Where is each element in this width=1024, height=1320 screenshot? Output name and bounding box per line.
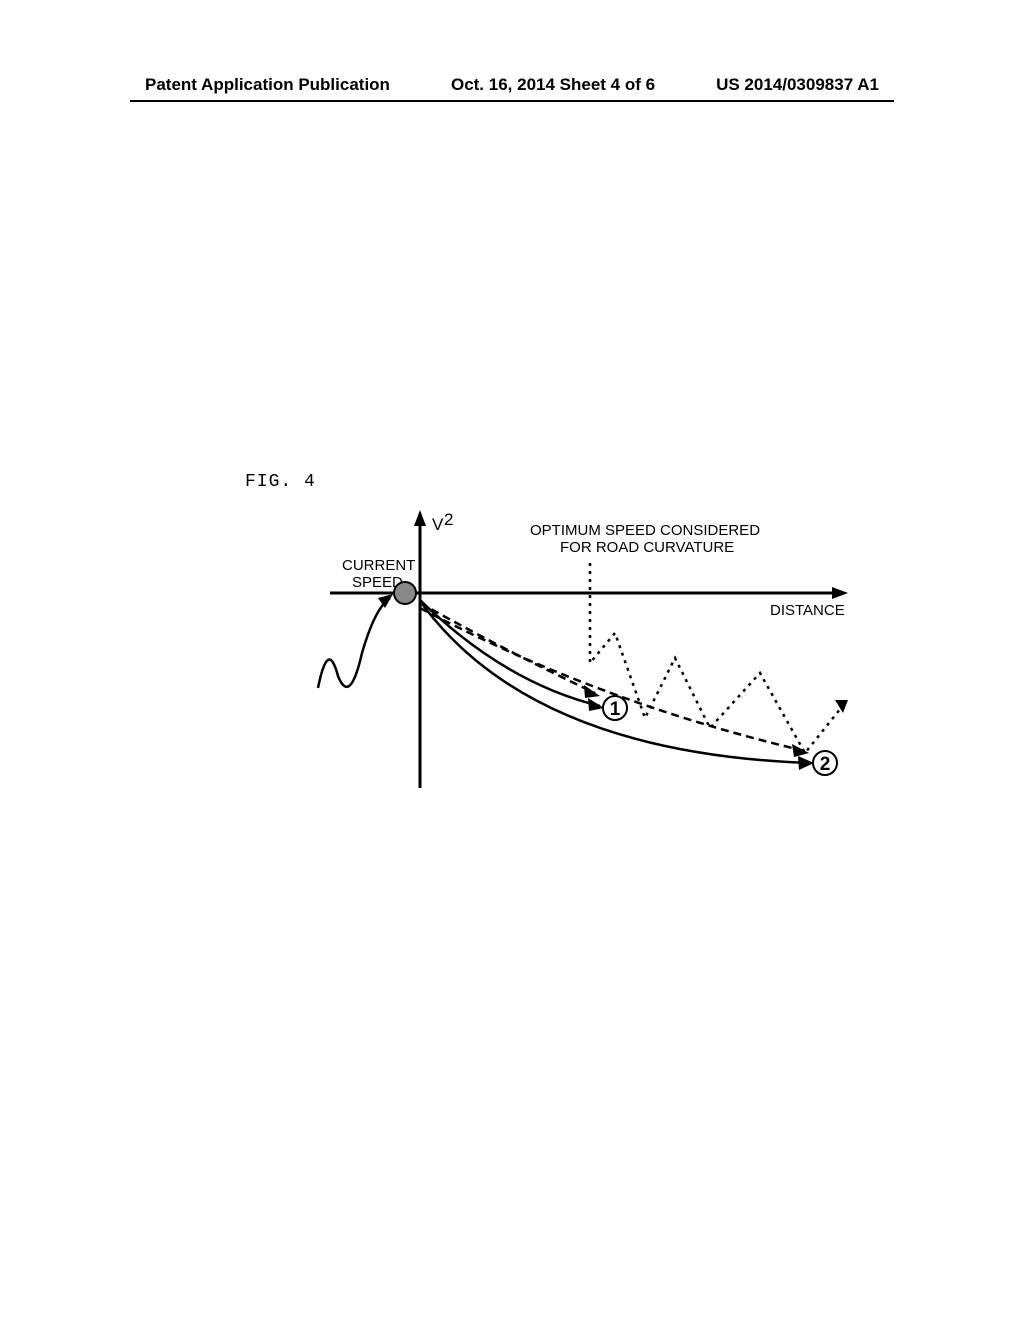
x-axis-arrow <box>832 587 848 599</box>
diagram-container: V 2 DISTANCE CURRENT SPEED OPTIMUM SPEED… <box>250 508 870 828</box>
optimum-speed-label: OPTIMUM SPEED CONSIDERED FOR ROAD CURVAT… <box>530 522 764 556</box>
solid-curve-upper <box>420 600 600 706</box>
header-center: Oct. 16, 2014 Sheet 4 of 6 <box>451 75 655 95</box>
wavy-arrow <box>378 594 393 608</box>
point-2-label: 2 <box>820 754 831 775</box>
figure-diagram: V 2 DISTANCE CURRENT SPEED OPTIMUM SPEED… <box>250 508 870 828</box>
wavy-line-left <box>318 598 390 688</box>
point-1-label: 1 <box>610 699 621 720</box>
header-left: Patent Application Publication <box>145 75 390 95</box>
header-divider <box>130 100 894 102</box>
y-axis-label-sup: 2 <box>444 510 453 529</box>
solid-arrow-lower <box>798 756 814 770</box>
y-axis-arrow <box>414 510 426 526</box>
page-header: Patent Application Publication Oct. 16, … <box>0 75 1024 95</box>
x-axis-label: DISTANCE <box>770 602 845 619</box>
origin-circle-icon <box>394 582 416 604</box>
dotted-arrow <box>835 700 848 713</box>
dashed-arrow-2 <box>792 744 809 757</box>
dashed-curve-2 <box>420 608 805 751</box>
solid-arrow-upper <box>588 698 604 711</box>
header-right: US 2014/0309837 A1 <box>716 75 879 95</box>
dashed-curve-1 <box>420 603 595 693</box>
y-axis-label: V <box>432 515 444 534</box>
figure-caption: FIG. 4 <box>245 472 316 492</box>
